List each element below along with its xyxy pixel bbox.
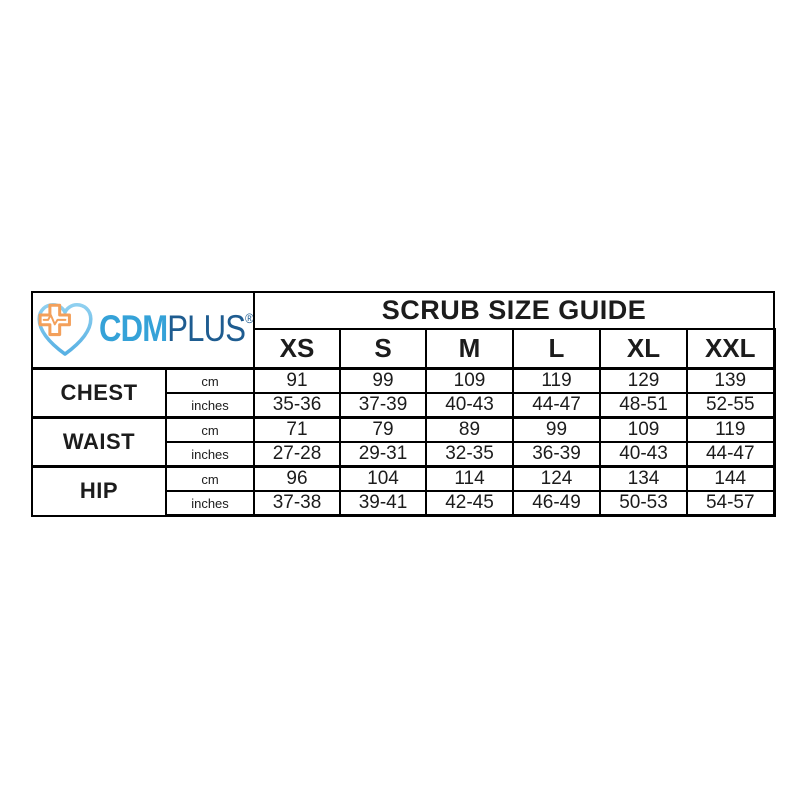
chest-in-xl: 48-51 bbox=[599, 392, 688, 419]
hip-cm-xxl: 144 bbox=[686, 465, 776, 492]
table-title: SCRUB SIZE GUIDE bbox=[253, 291, 775, 330]
chest-in-l: 44-47 bbox=[512, 392, 601, 419]
size-col-header-xl: XL bbox=[599, 327, 688, 370]
brand-wordmark: CDMPLUS® bbox=[99, 307, 254, 349]
pulse-line-icon bbox=[42, 314, 67, 326]
size-col-header-m: M bbox=[425, 327, 514, 370]
unit-label-cm: cm bbox=[165, 416, 255, 443]
size-col-header-xs: XS bbox=[253, 327, 341, 370]
chest-cm-m: 109 bbox=[425, 367, 514, 394]
hip-cm-xl: 134 bbox=[599, 465, 688, 492]
hip-cm-s: 104 bbox=[339, 465, 427, 492]
hip-in-m: 42-45 bbox=[425, 490, 514, 517]
hip-cm-m: 114 bbox=[425, 465, 514, 492]
size-col-header-xxl: XXL bbox=[686, 327, 776, 370]
cross-icon bbox=[38, 303, 71, 337]
row-label-waist: WAIST bbox=[31, 416, 167, 468]
unit-label-cm: cm bbox=[165, 465, 255, 492]
waist-cm-l: 99 bbox=[512, 416, 601, 443]
brand-part-plus: PLUS bbox=[167, 307, 246, 349]
waist-in-xl: 40-43 bbox=[599, 441, 688, 468]
waist-cm-xl: 109 bbox=[599, 416, 688, 443]
hip-in-l: 46-49 bbox=[512, 490, 601, 517]
size-col-header-l: L bbox=[512, 327, 601, 370]
hip-in-s: 39-41 bbox=[339, 490, 427, 517]
hip-cm-xs: 96 bbox=[253, 465, 341, 492]
chest-in-xxl: 52-55 bbox=[686, 392, 776, 419]
row-label-hip: HIP bbox=[31, 465, 167, 517]
registered-trademark-symbol: ® bbox=[245, 309, 254, 326]
hip-in-xl: 50-53 bbox=[599, 490, 688, 517]
waist-cm-xs: 71 bbox=[253, 416, 341, 443]
brand-logo: CDMPLUS® bbox=[31, 291, 255, 370]
logo-wrap: CDMPLUS® bbox=[34, 294, 254, 367]
brand-part-cdm: CDM bbox=[99, 307, 168, 349]
waist-cm-s: 79 bbox=[339, 416, 427, 443]
waist-in-xs: 27-28 bbox=[253, 441, 341, 468]
waist-in-xxl: 44-47 bbox=[686, 441, 776, 468]
waist-cm-m: 89 bbox=[425, 416, 514, 443]
hip-in-xxl: 54-57 bbox=[686, 490, 776, 517]
hip-in-xs: 37-38 bbox=[253, 490, 341, 517]
chest-in-m: 40-43 bbox=[425, 392, 514, 419]
heart-cross-logo-icon bbox=[37, 303, 93, 356]
row-label-chest: CHEST bbox=[31, 367, 167, 419]
heart-icon bbox=[37, 303, 93, 356]
waist-in-m: 32-35 bbox=[425, 441, 514, 468]
unit-label-inches: inches bbox=[165, 392, 255, 419]
hip-cm-l: 124 bbox=[512, 465, 601, 492]
unit-label-inches: inches bbox=[165, 441, 255, 468]
chest-in-s: 37-39 bbox=[339, 392, 427, 419]
chest-cm-s: 99 bbox=[339, 367, 427, 394]
waist-in-l: 36-39 bbox=[512, 441, 601, 468]
chest-cm-l: 119 bbox=[512, 367, 601, 394]
size-col-header-s: S bbox=[339, 327, 427, 370]
chest-in-xs: 35-36 bbox=[253, 392, 341, 419]
waist-in-s: 29-31 bbox=[339, 441, 427, 468]
unit-label-cm: cm bbox=[165, 367, 255, 394]
unit-label-inches: inches bbox=[165, 490, 255, 517]
chest-cm-xl: 129 bbox=[599, 367, 688, 394]
waist-cm-xxl: 119 bbox=[686, 416, 776, 443]
scrub-size-guide-graphic: CDMPLUS® SCRUB SIZE GUIDE XS S M L XL XX… bbox=[31, 291, 776, 517]
chest-cm-xxl: 139 bbox=[686, 367, 776, 394]
size-guide-table: CDMPLUS® SCRUB SIZE GUIDE XS S M L XL XX… bbox=[31, 291, 776, 517]
chest-cm-xs: 91 bbox=[253, 367, 341, 394]
